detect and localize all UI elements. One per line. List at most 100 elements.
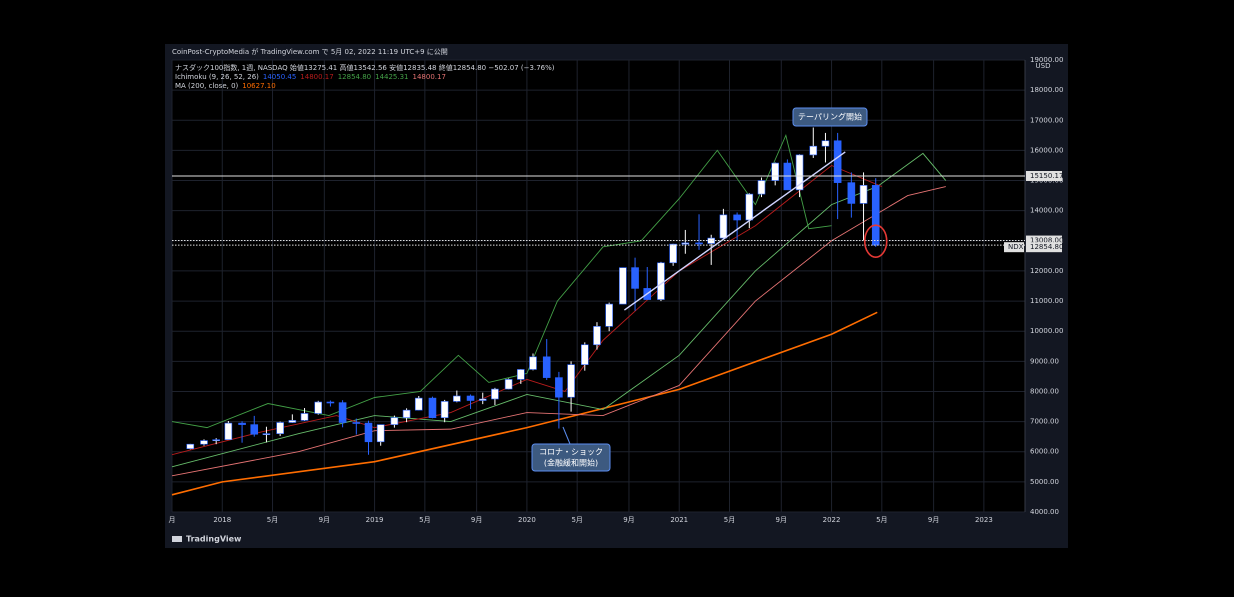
indicator-line — [171, 152, 947, 468]
x-tick-label: 2022 — [823, 516, 841, 524]
candle-body — [186, 443, 195, 450]
plot-area — [172, 60, 1025, 512]
price-label-box — [1026, 242, 1062, 253]
legend-value: 12854.80 — [338, 73, 371, 81]
candle-body — [567, 364, 575, 398]
x-tick-label: 2023 — [975, 516, 993, 524]
logo — [172, 536, 182, 542]
x-tick-label: 5月 — [724, 516, 735, 524]
legend-value: 14425.31 — [375, 73, 408, 81]
y-tick-label: 4000.00 — [1030, 508, 1059, 516]
candle-body — [529, 356, 537, 370]
legend-value: 14800.17 — [300, 73, 333, 81]
candle-body — [212, 439, 220, 441]
indicator-line — [171, 186, 946, 477]
candle-body — [605, 303, 613, 327]
legend-text: MA (200, close, 0) — [175, 82, 239, 90]
tag-box — [1004, 242, 1024, 253]
candle-body — [859, 185, 868, 204]
indicator-line — [171, 164, 882, 456]
y-tick-label: 10000.00 — [1030, 327, 1063, 335]
candle-body — [695, 242, 703, 245]
candle-body — [619, 267, 627, 305]
highlight-circle — [863, 224, 888, 258]
x-tick-label: 2018 — [213, 516, 231, 524]
y-tick-label: 18000.00 — [1030, 86, 1063, 94]
x-tick-label: 5月 — [876, 516, 887, 524]
header: CoinPost-CryptoMedia が TradingView.com で… — [172, 47, 448, 56]
candle-body — [657, 262, 665, 300]
x-tick-label: 2019 — [366, 516, 384, 524]
candle-body — [795, 154, 804, 191]
annotation: テーパリング開始 — [798, 112, 862, 122]
candle-body — [757, 180, 766, 195]
candle-body — [376, 424, 385, 443]
candle-body — [871, 185, 880, 246]
candle-body — [707, 237, 716, 244]
candle-body — [719, 214, 728, 239]
candle-body — [580, 344, 589, 365]
annotation-pointer — [562, 426, 571, 445]
candle-body — [414, 397, 423, 411]
annotation: コロナ・ショック — [539, 448, 603, 457]
legend-text: ナスダック100指数, 1週, NASDAQ 始値13275.41 高値1354… — [175, 63, 555, 72]
candle-body — [491, 388, 499, 400]
legend-entry: MA (200, close, 0) 10627.10 — [175, 82, 276, 90]
x-tick-label: 9月 — [623, 516, 634, 524]
candle-body — [326, 401, 335, 404]
annotation: (金融緩和開始) — [544, 458, 598, 468]
x-tick-label: 5月 — [267, 516, 278, 524]
candle-body — [631, 267, 639, 289]
candle-body — [681, 242, 690, 245]
price-label-box — [1026, 235, 1062, 246]
candle-body — [200, 440, 208, 445]
tag-label: NDX — [1008, 243, 1024, 251]
candle-body — [352, 422, 361, 424]
y-tick-label: 14000.00 — [1030, 207, 1063, 215]
price-label: 13008.00 — [1030, 237, 1063, 245]
candle-body — [402, 409, 411, 418]
price-label-box — [1026, 171, 1062, 182]
candle-body — [745, 193, 754, 221]
candle-body — [478, 398, 487, 401]
annotation-box — [531, 443, 611, 472]
legend-text: Ichimoku (9, 26, 52, 26) — [175, 73, 259, 81]
x-tick-label: 9月 — [928, 516, 939, 524]
legend-value: 10627.10 — [242, 82, 275, 90]
y-tick-label: 8000.00 — [1030, 387, 1059, 395]
candle-body — [847, 182, 856, 204]
price-label: 12854.80 — [1030, 243, 1063, 251]
x-tick-label: 9月 — [319, 516, 330, 524]
candle-body — [821, 140, 830, 147]
y-tick-label: 12000.00 — [1030, 267, 1063, 275]
candle-body — [338, 402, 347, 423]
candle-body — [504, 379, 513, 390]
candle-body — [771, 162, 779, 181]
y-tick-label: 19000.00 — [1030, 56, 1063, 64]
y-tick-label: 9000.00 — [1030, 357, 1059, 365]
indicator-line — [171, 311, 878, 496]
candle-body — [593, 326, 601, 346]
candle-body — [440, 401, 449, 418]
candle-body — [390, 417, 399, 425]
x-tick-label: 9月 — [776, 516, 787, 524]
currency: USD — [1036, 62, 1051, 70]
candle-body — [314, 401, 323, 414]
candle-body — [276, 422, 284, 434]
candle-body — [300, 413, 309, 421]
candle-body — [288, 420, 297, 423]
candle-body — [238, 422, 246, 425]
x-tick-label: 月 — [169, 516, 176, 524]
x-tick-label: 5月 — [571, 516, 582, 524]
legend-value: 14050.45 — [263, 73, 296, 81]
candle-body — [453, 395, 461, 402]
y-tick-label: 5000.00 — [1030, 478, 1059, 486]
legend-value: 14800.17 — [413, 73, 446, 81]
candle-body — [224, 422, 233, 440]
candle-body — [555, 377, 563, 398]
x-tick-label: 2020 — [518, 516, 536, 524]
y-tick-label: 16000.00 — [1030, 146, 1063, 154]
candle-body — [428, 397, 437, 418]
candle-body — [542, 356, 551, 378]
